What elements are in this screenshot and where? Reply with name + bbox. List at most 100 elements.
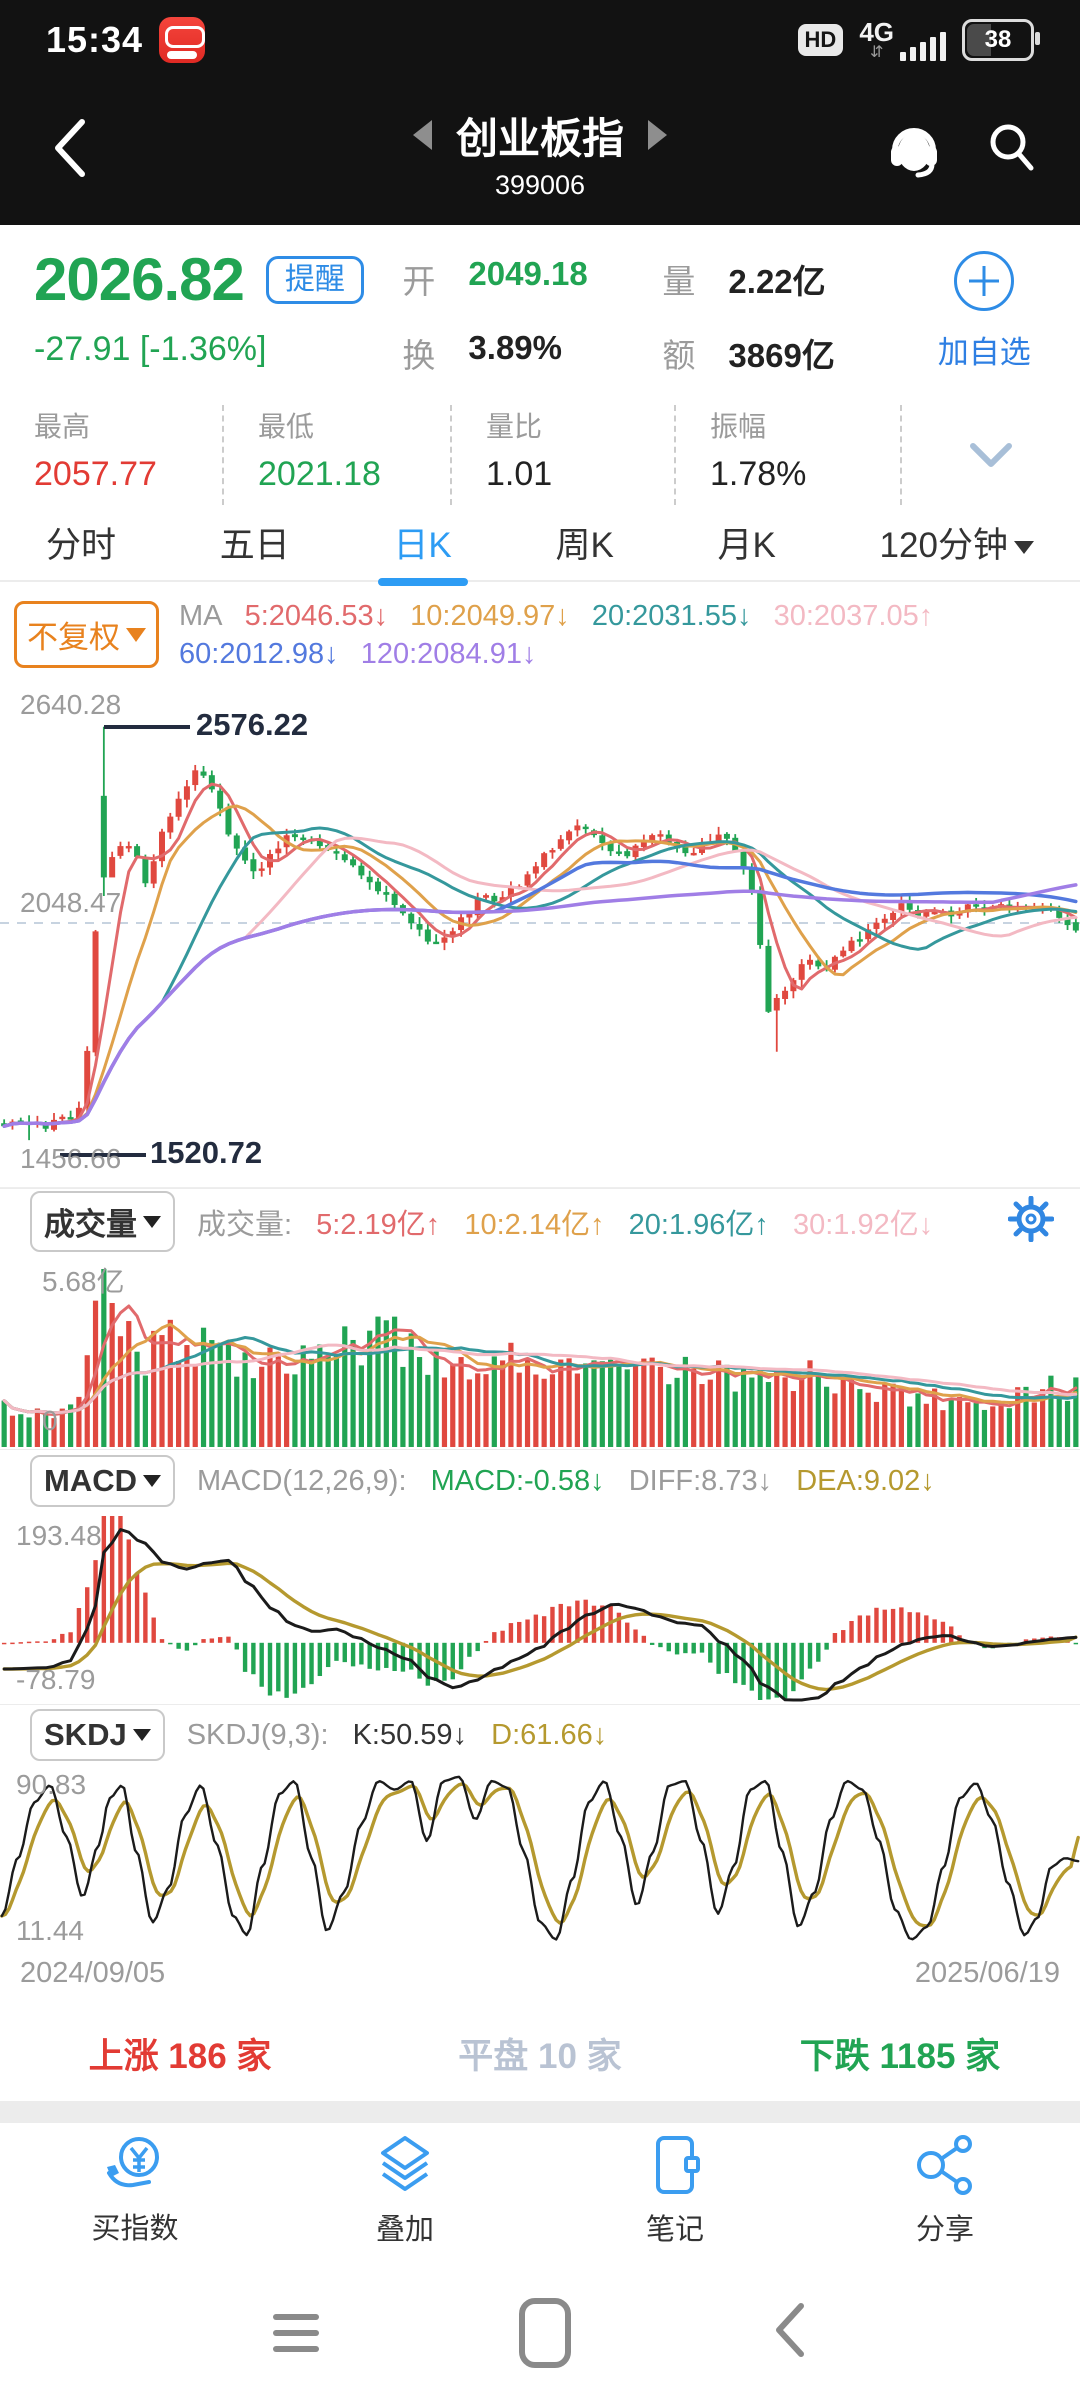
ma10-value: 10:2049.97↓ — [410, 599, 570, 632]
volume-indicator-button[interactable]: 成交量 — [30, 1191, 175, 1252]
dropdown-arrow-icon — [126, 627, 146, 642]
date-end: 2025/06/19 — [914, 1957, 1060, 1989]
volume-legend-title: 成交量: — [197, 1208, 293, 1241]
decliners-count[interactable]: 下跌 1185 家 — [799, 2036, 1001, 2076]
tab-weekly-k[interactable]: 周K — [555, 526, 614, 565]
recents-button[interactable] — [273, 2313, 319, 2352]
price-alert-button[interactable]: 提醒 — [265, 255, 364, 304]
headset-icon — [891, 128, 937, 178]
turnover-label: 换 — [402, 337, 436, 374]
low-annotation-label: 1520.72 — [150, 1135, 263, 1170]
skdj-indicator-button[interactable]: SKDJ — [30, 1709, 165, 1761]
gear-icon — [1007, 1195, 1055, 1243]
volume-axis-min: 0 — [42, 1405, 58, 1436]
clock: 15:34 — [46, 19, 144, 60]
ma-title: MA — [179, 599, 223, 632]
high-label: 最高 — [34, 411, 91, 442]
prev-stock-arrow-icon[interactable] — [412, 120, 432, 150]
nav-back-button[interactable] — [771, 2302, 807, 2363]
macd-value: MACD:-0.58↓ — [430, 1464, 605, 1497]
macd-axis-max: 193.48 — [16, 1520, 102, 1551]
notification-app-icon — [159, 17, 206, 63]
nav-back-icon — [776, 2303, 804, 2357]
amount-value: 3869亿 — [728, 337, 835, 374]
vol-ma20: 20:1.96亿↑ — [628, 1208, 769, 1241]
settings-button[interactable] — [1007, 1195, 1055, 1247]
share-icon — [917, 2135, 972, 2195]
advancers-count[interactable]: 上涨 186 家 — [88, 2036, 272, 2076]
overlay-button[interactable]: 叠加 — [270, 2123, 540, 2259]
bottom-toolbar: 买指数 叠加 笔记 分享 — [0, 2123, 1080, 2259]
vol-ma5: 5:2.19亿↑ — [316, 1208, 441, 1241]
voice-assistant-button[interactable] — [886, 116, 942, 181]
add-watchlist-button[interactable]: 加自选 — [937, 335, 1031, 370]
signal-bars-icon — [900, 31, 946, 61]
amplitude-value: 1.78% — [710, 455, 807, 493]
price-axis-mid: 2048.47 — [20, 887, 122, 918]
macd-panel-header: MACD MACD(12,26,9): MACD:-0.58↓ DIFF:8.7… — [0, 1449, 1080, 1512]
ma30-value: 30:2037.05↑ — [773, 599, 934, 632]
home-button[interactable] — [519, 2297, 571, 2368]
ma-legend: 不复权 MA 5:2046.53↓ 10:2049.97↓ 20:2031.55… — [0, 582, 1080, 687]
volume-chart[interactable]: 5.68亿 0 — [0, 1254, 1080, 1449]
vol-ma10: 10:2.14亿↑ — [464, 1208, 605, 1241]
tab-daily-k[interactable]: 日K — [391, 505, 453, 580]
volume-panel-header: 成交量 成交量: 5:2.19亿↑ 10:2.14亿↑ 20:1.96亿↑ 30… — [0, 1188, 1080, 1254]
hd-badge-icon: HD — [797, 24, 844, 56]
volume-ratio-label: 量比 — [486, 411, 543, 442]
tab-5day[interactable]: 五日 — [219, 526, 290, 565]
vol-ma30: 30:1.92亿↓ — [792, 1208, 934, 1241]
expand-stats-button[interactable] — [900, 405, 1080, 505]
tab-minute[interactable]: 分时 — [46, 526, 117, 565]
macd-indicator-button[interactable]: MACD — [30, 1455, 175, 1507]
status-bar: 15:34 HD 4G ⇵ 38 — [0, 0, 1080, 80]
ma5-value: 5:2046.53↓ — [244, 599, 389, 632]
amount-label: 额 — [662, 337, 696, 374]
period-tabs: 分时 五日 日K 周K 月K 120分钟 — [0, 505, 1080, 582]
unchanged-count[interactable]: 平盘 10 家 — [458, 2036, 622, 2076]
skdj-chart[interactable]: 90.83 11.44 — [0, 1765, 1080, 1957]
stats-row: 最高 2057.77 最低 2021.18 量比 1.01 振幅 1.78% — [0, 395, 1080, 505]
macd-chart[interactable]: 193.48 -78.79 — [0, 1512, 1080, 1704]
last-price: 2026.82 — [34, 246, 245, 313]
low-label: 最低 — [258, 411, 315, 442]
add-plus-icon[interactable] — [954, 251, 1015, 311]
amplitude-label: 振幅 — [710, 411, 767, 442]
battery-icon: 38 — [962, 19, 1040, 61]
layers-icon — [381, 2136, 429, 2191]
ma60-value: 60:2012.98↓ — [179, 637, 339, 670]
page-title: 创业板指 — [455, 114, 624, 162]
dropdown-arrow-icon — [143, 1215, 161, 1228]
skdj-d-value: D:61.66↓ — [491, 1718, 608, 1751]
tab-120min[interactable]: 120分钟 — [878, 505, 1036, 580]
price-change: -27.91 [-1.36%] — [34, 330, 267, 368]
tab-monthly-k[interactable]: 月K — [717, 526, 776, 565]
x-axis-dates: 2024/09/05 2025/06/19 — [0, 1957, 1080, 2005]
buy-index-icon — [107, 2137, 159, 2188]
buy-index-button[interactable]: 买指数 — [0, 2123, 270, 2259]
volume-axis-max: 5.68亿 — [42, 1266, 125, 1297]
ma120-value: 120:2084.91↓ — [360, 637, 537, 670]
quote-fields: 开 2049.18 量 2.22亿 换 3.89% 额 3869亿 — [402, 245, 918, 395]
share-button[interactable]: 分享 — [810, 2123, 1080, 2259]
notes-button[interactable]: 笔记 — [540, 2123, 810, 2259]
dea-value: DEA:9.02↓ — [796, 1464, 935, 1497]
search-button[interactable] — [984, 118, 1040, 179]
volume-label: 量 — [662, 263, 696, 300]
kline-chart[interactable]: 2640.28 2576.22 2048.47 1456.66 1520.72 — [0, 687, 1080, 1188]
network-type-label: 4G — [859, 17, 894, 47]
next-stock-arrow-icon[interactable] — [648, 120, 667, 150]
skdj-panel-header: SKDJ SKDJ(9,3): K:50.59↓ D:61.66↓ — [0, 1704, 1080, 1765]
adjust-mode-button[interactable]: 不复权 — [14, 601, 159, 668]
chevron-down-icon — [970, 443, 1012, 467]
diff-value: DIFF:8.73↓ — [628, 1464, 773, 1497]
notebook-icon — [656, 2136, 700, 2194]
market-breadth: 上涨 186 家 平盘 10 家 下跌 1185 家 — [0, 2005, 1080, 2101]
divider-bar — [0, 2101, 1080, 2123]
skdj-axis-max: 90.83 — [16, 1769, 87, 1800]
macd-axis-min: -78.79 — [16, 1664, 96, 1695]
high-value: 2057.77 — [34, 455, 157, 493]
back-button[interactable] — [40, 114, 100, 184]
signal-icon: 4G ⇵ — [859, 19, 946, 61]
